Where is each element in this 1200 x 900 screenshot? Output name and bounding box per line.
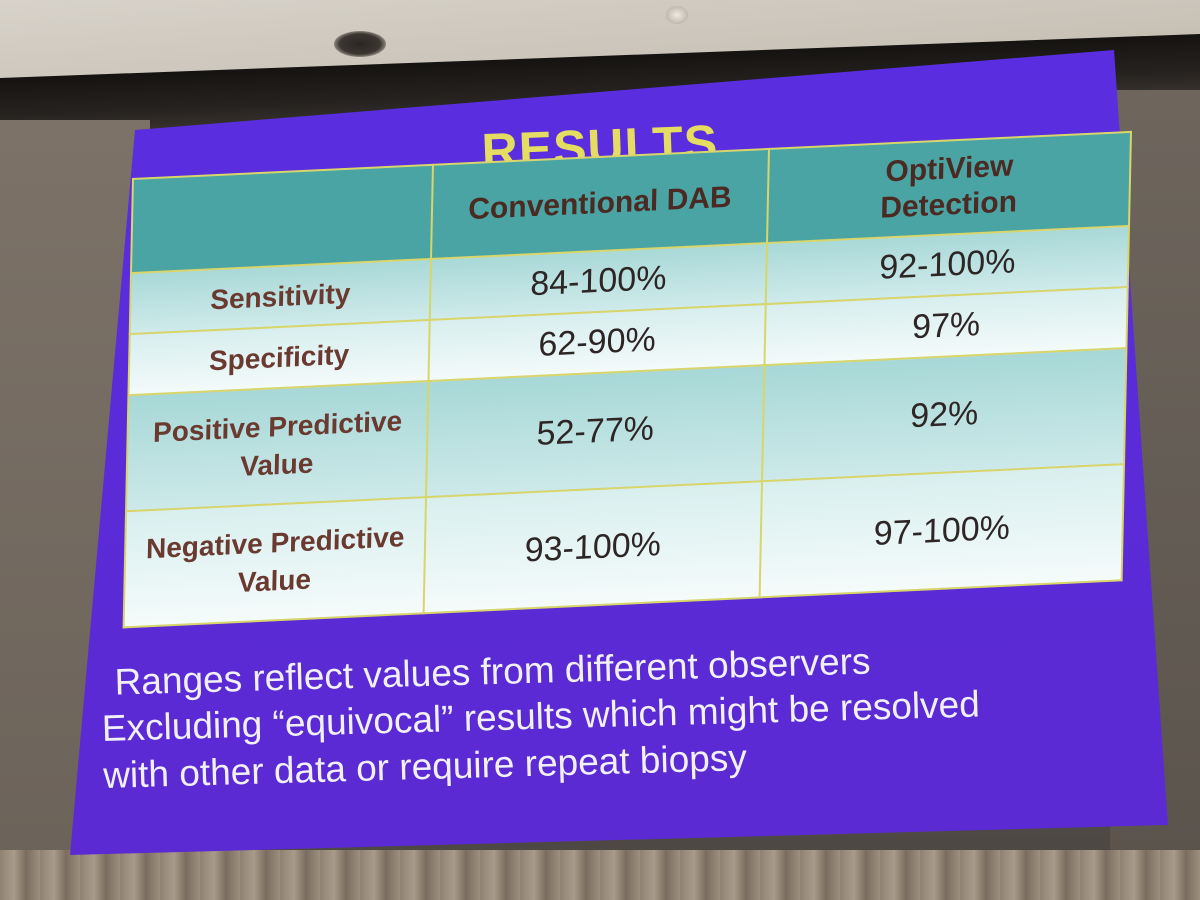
- header-conventional-dab: Conventional DAB: [431, 148, 769, 259]
- cell-ppv-optiview: 92%: [762, 348, 1127, 482]
- row-label-npv: Negative Predictive Value: [123, 497, 427, 628]
- row-label-npv-text: Negative Predictive Value: [145, 521, 405, 599]
- cell-npv-conventional-dab: 93-100%: [423, 481, 763, 614]
- cell-npv-optiview: 97-100%: [759, 464, 1125, 598]
- cell-ppv-conventional-dab: 52-77%: [426, 365, 765, 498]
- results-table-container: Conventional DAB OptiView Detection Sens…: [123, 131, 1132, 629]
- stage-curtain: [0, 850, 1200, 900]
- row-label-ppv: Positive Predictive Value: [126, 381, 429, 512]
- results-table: Conventional DAB OptiView Detection Sens…: [123, 131, 1132, 629]
- row-label-ppv-text: Positive Predictive Value: [152, 405, 403, 483]
- ceiling-light: [334, 31, 386, 57]
- slide-notes: Ranges reflect values from different obs…: [100, 631, 1153, 799]
- ceiling-sprinkler: [666, 6, 688, 24]
- header-optiview-detection: OptiView Detection: [767, 131, 1131, 244]
- header-optiview-text: OptiView Detection: [879, 149, 1018, 225]
- header-corner-cell: [131, 164, 433, 274]
